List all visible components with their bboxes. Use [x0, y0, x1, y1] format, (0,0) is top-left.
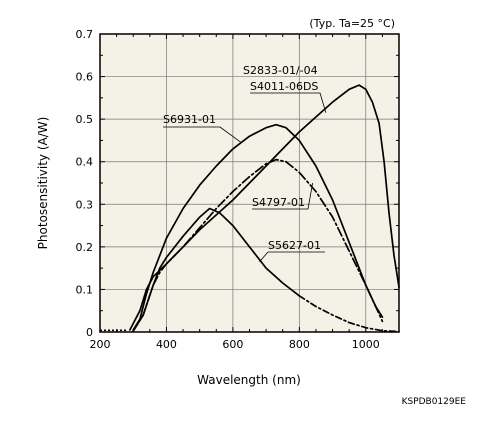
leader-s6931: [163, 126, 242, 143]
x-axis-title: Wavelength (nm): [197, 373, 301, 387]
series-line-1: [132, 123, 384, 331]
y-tick-labels: 0 0.1 0.2 0.3 0.4 0.5 0.6 0.7: [76, 28, 94, 339]
series-line-2: [132, 158, 384, 332]
y-tick-label: 0.3: [76, 198, 94, 211]
series-line-3: [132, 207, 301, 332]
leader-s5627: [259, 251, 269, 263]
y-tick-label: 0.5: [76, 113, 94, 126]
label-s5627: S5627-01: [268, 239, 321, 252]
y-tick-label: 0.2: [76, 241, 94, 254]
label-s2833: S2833-01/-04: [243, 64, 318, 77]
x-tick-label: 1000: [352, 338, 380, 351]
y-tick-label: 0.1: [76, 283, 94, 296]
plot-frame: [99, 33, 400, 333]
series-line-3-tail: [298, 294, 400, 333]
leader-s4797: [252, 182, 314, 210]
annotations: S2833-01/-04 S4011-06DS S6931-01 S4797-01 S5…: [163, 64, 327, 263]
x-tick-labels: 200 400 600 800 1000: [90, 338, 380, 351]
leader-s2833: [250, 92, 327, 113]
condition-note: (Typ. Ta=25 °C): [309, 17, 395, 30]
y-tick-label: 0.7: [76, 28, 94, 41]
label-s6931: S6931-01: [163, 113, 216, 126]
y-axis-title: Photosensitivity (A/W): [36, 117, 50, 250]
series-start-point: [129, 329, 131, 331]
x-tick-label: 800: [289, 338, 310, 351]
series-lines: [100, 84, 400, 333]
x-tick-label: 400: [156, 338, 177, 351]
x-tick-label: 200: [90, 338, 111, 351]
y-tick-label: 0.6: [76, 71, 94, 84]
document-code: KSPDB0129EE: [402, 397, 467, 407]
x-tick-label: 600: [222, 338, 243, 351]
y-tick-label: 0.4: [76, 156, 94, 169]
label-s4797: S4797-01: [252, 196, 305, 209]
y-tick-label: 0: [86, 326, 93, 339]
label-s4011: S4011-06DS: [250, 80, 318, 93]
